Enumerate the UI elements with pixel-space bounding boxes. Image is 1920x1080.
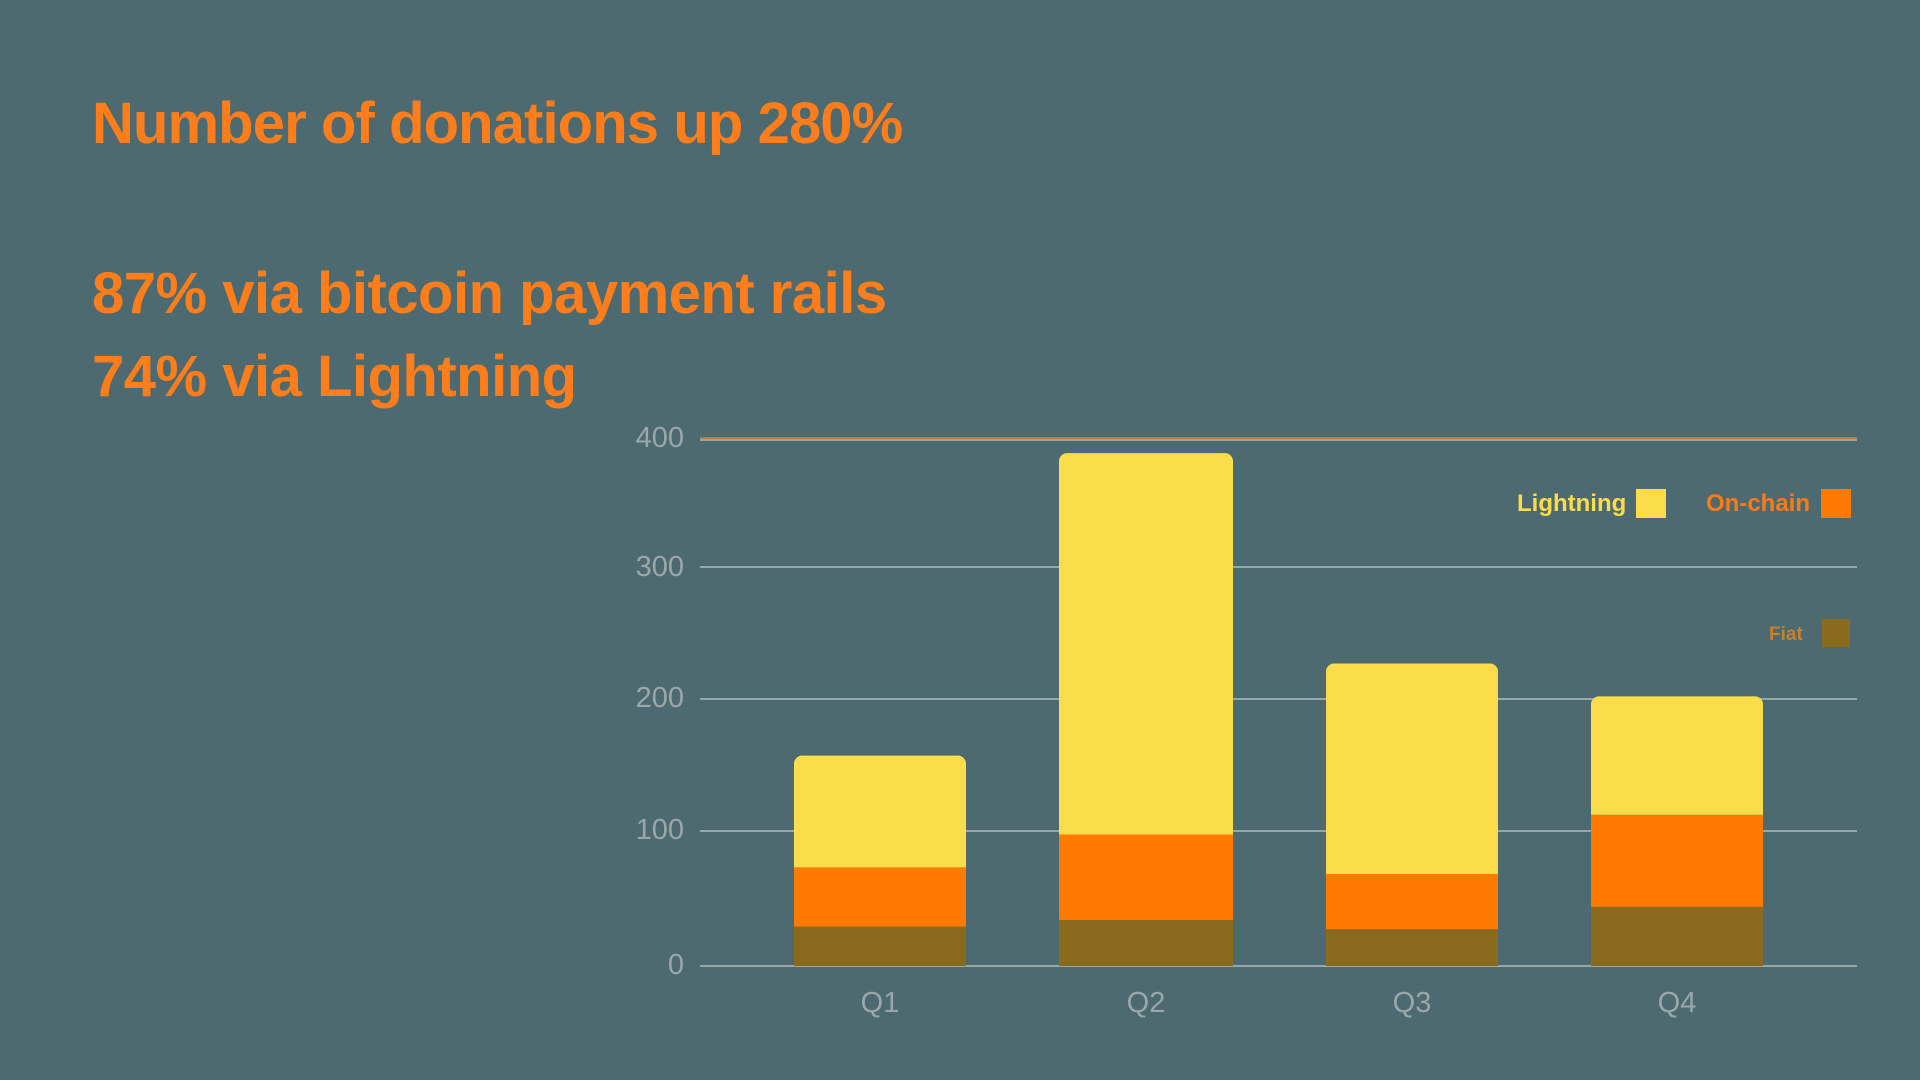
svg-text:100: 100 — [636, 814, 684, 846]
svg-text:0: 0 — [668, 949, 684, 981]
svg-text:400: 400 — [636, 422, 684, 454]
svg-text:On-chain: On-chain — [1706, 490, 1810, 517]
svg-text:300: 300 — [636, 551, 684, 583]
svg-text:Q4: Q4 — [1658, 987, 1697, 1019]
svg-text:Fiat: Fiat — [1769, 624, 1803, 645]
svg-text:Q2: Q2 — [1127, 987, 1166, 1019]
svg-text:Lightning: Lightning — [1517, 490, 1626, 517]
svg-text:Q1: Q1 — [861, 987, 900, 1019]
svg-text:Q3: Q3 — [1393, 987, 1432, 1019]
svg-text:200: 200 — [636, 682, 684, 714]
